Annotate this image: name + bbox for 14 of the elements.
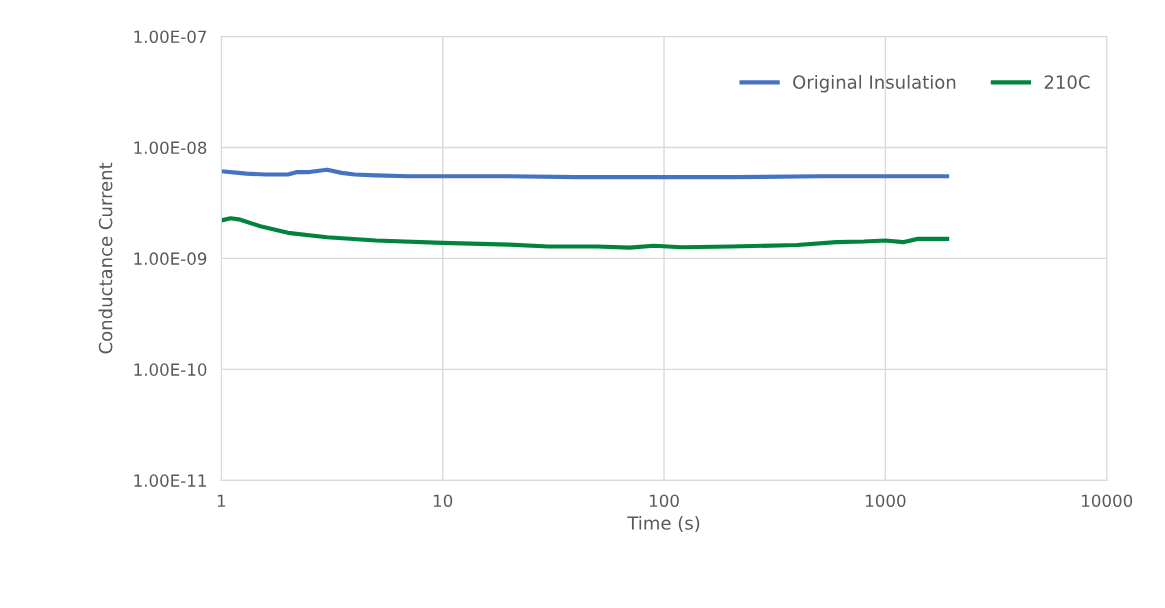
y-tick-label: 1.00E-11 xyxy=(134,474,206,487)
x-tick-label: 100 xyxy=(649,494,679,508)
legend-label: 210C xyxy=(1044,75,1090,89)
y-tick-label: 1.00E-08 xyxy=(134,141,207,155)
x-tick-label: 1000 xyxy=(866,494,906,508)
x-tick-label: 10 xyxy=(433,494,453,508)
y-tick-label: 1.00E-09 xyxy=(134,252,207,265)
x-tick-label: 1 xyxy=(217,494,226,507)
legend-label: Original Insulation xyxy=(793,74,956,93)
y-tick-label: 1.00E-07 xyxy=(134,30,207,44)
x-axis-title: Time (s) xyxy=(627,515,700,532)
y-tick-label: 1.00E-10 xyxy=(134,363,207,376)
y-axis-title: Conductance Current xyxy=(98,162,113,354)
x-tick-label: 10000 xyxy=(1082,494,1133,508)
